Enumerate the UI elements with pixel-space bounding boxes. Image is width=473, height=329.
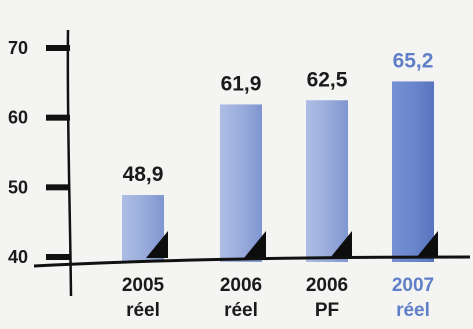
axes-layer	[33, 29, 471, 297]
data-label: 61,9	[221, 72, 262, 95]
x-tick-label: réel	[224, 300, 258, 321]
data-label: 48,9	[123, 163, 164, 186]
bar-corner-wedge	[416, 231, 438, 258]
bars-layer	[122, 81, 438, 263]
y-tick	[46, 114, 70, 121]
bar-corner-wedge	[244, 231, 266, 258]
x-tick-label: PF	[315, 300, 339, 321]
bar-corner-wedge	[330, 231, 352, 258]
y-tick	[46, 45, 70, 51]
y-tick	[46, 254, 70, 260]
bar	[392, 81, 434, 262]
bar	[306, 100, 348, 262]
bar-corner-wedge	[146, 231, 168, 258]
y-tick-label: 50	[8, 177, 28, 197]
x-tick-label: 2007	[392, 275, 434, 296]
y-tick-label: 60	[8, 108, 28, 128]
bar	[220, 104, 262, 263]
x-tick-label: réel	[396, 300, 430, 321]
x-axis-line	[33, 255, 471, 268]
x-tick-label: 2006	[220, 275, 262, 296]
data-label: 65,2	[393, 49, 434, 72]
y-tick	[46, 184, 70, 191]
y-tick-label: 40	[8, 247, 28, 267]
y-axis-line	[66, 29, 73, 297]
x-tick-label: 2006	[306, 275, 348, 296]
labels-layer: 40 50 60 70 48,9 61,9 62,5 65,2 2005 réel 2006 réel…	[8, 38, 434, 321]
data-label: 62,5	[307, 68, 348, 91]
y-tick-label: 70	[8, 38, 28, 58]
x-tick-label: 2005	[122, 275, 165, 296]
x-tick-label: réel	[126, 300, 160, 321]
